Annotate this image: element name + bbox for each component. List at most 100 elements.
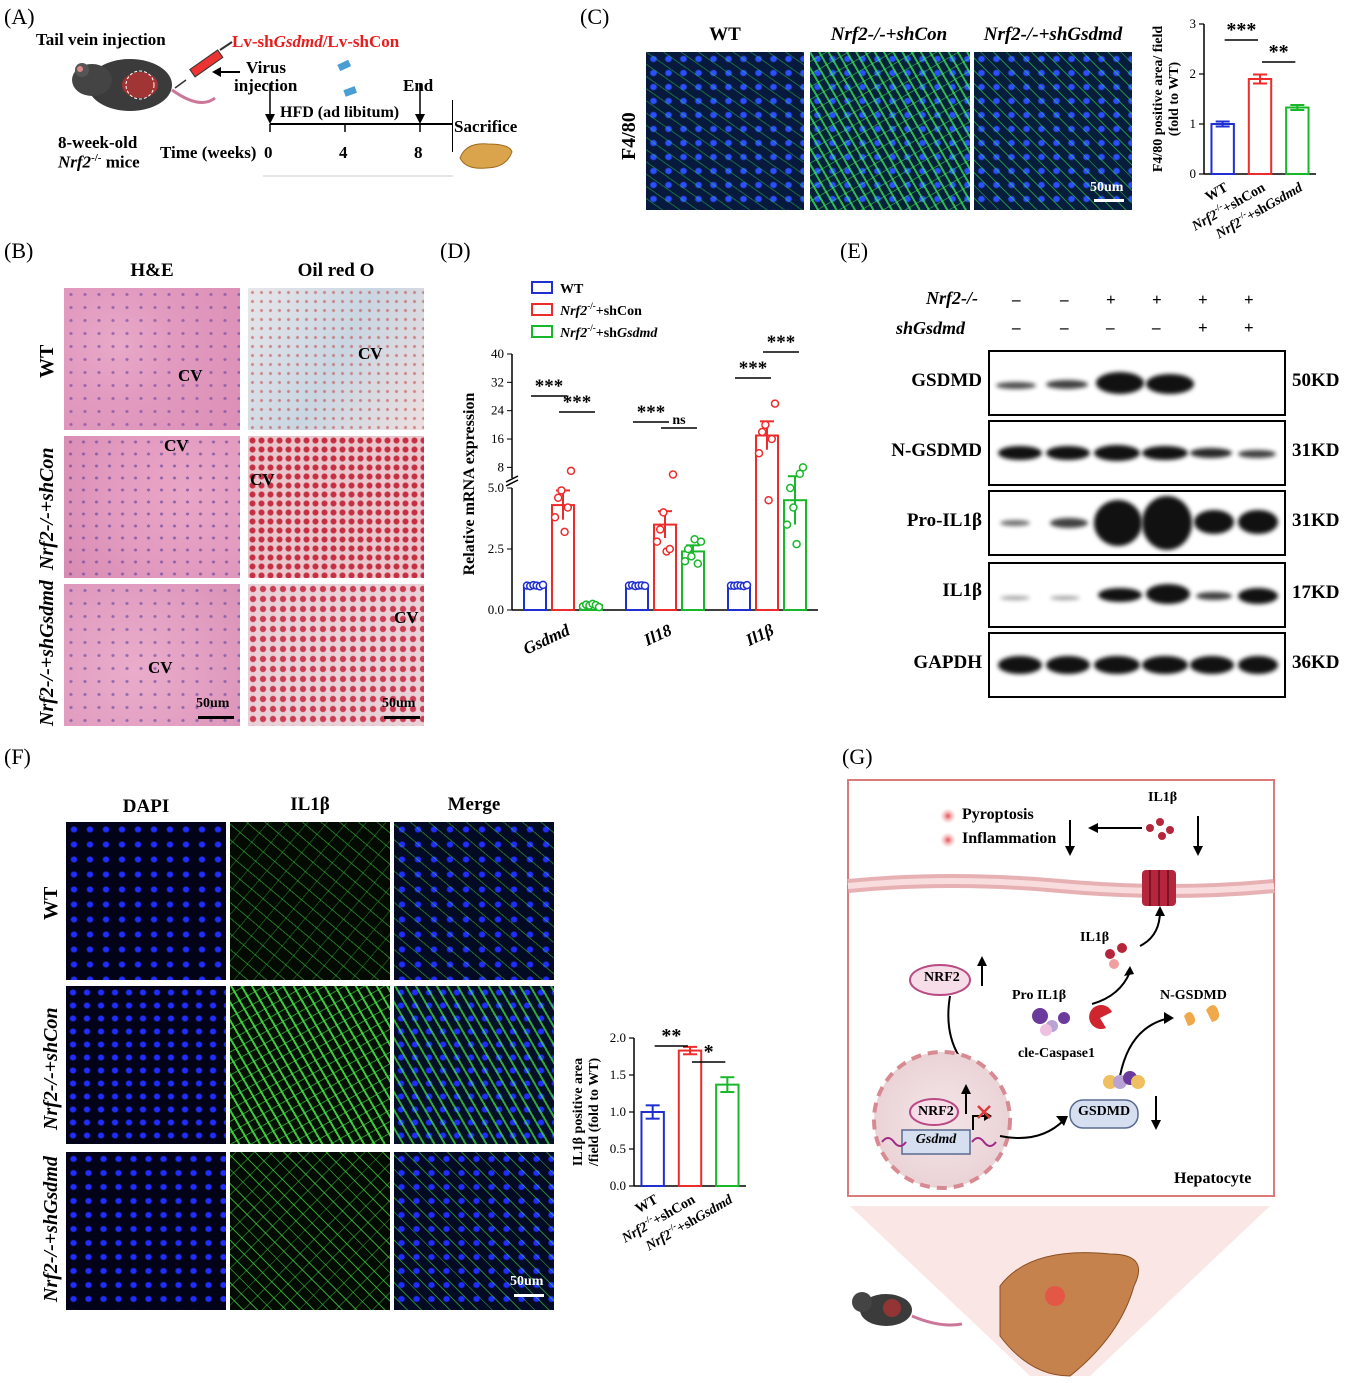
sign-shgsdmd-lane-2: –	[1060, 318, 1069, 337]
oilredo-micrograph-shgsdmd: CV 50um	[248, 584, 424, 726]
f-row-wt: WT	[40, 886, 62, 920]
x-tick-label-3: Il1β	[742, 620, 777, 650]
merge-micrograph-shcon	[394, 986, 554, 1144]
sign-shgsdmd-lane-4: –	[1152, 318, 1161, 337]
liver-icon	[459, 143, 513, 169]
blot-pro-il1b	[988, 490, 1286, 556]
data-point	[792, 539, 801, 549]
f-column-il1b: IL1β	[290, 794, 330, 815]
nrf2-cytoplasm-label: NRF2	[924, 970, 960, 985]
panel-label-c: (C)	[580, 4, 610, 29]
sign-nrf2-lane-3: +	[1106, 290, 1116, 309]
he-column-title: H&E	[130, 260, 174, 281]
significance-label: ***	[637, 402, 666, 423]
cv-label: CV	[358, 344, 383, 363]
scale-bar-label: 50um	[196, 696, 230, 711]
y-tick-label: 0	[1190, 166, 1197, 181]
data-point	[652, 537, 662, 546]
blot-label-pro-il1b: Pro-IL1β	[906, 510, 982, 531]
c-column-shcon: Nrf2-/-+shCon	[830, 24, 948, 45]
data-point	[693, 559, 703, 568]
tail-vein-label: Tail vein injection	[36, 30, 166, 49]
data-point	[594, 602, 604, 612]
gsdmd-gene-label: Gsdmd	[915, 1132, 957, 1147]
mouse-syringe-illustration	[72, 41, 233, 111]
cv-label: CV	[178, 366, 203, 385]
y-tick-label: 0.5	[610, 1141, 626, 1156]
merge-micrograph-shgsdmd: 50um	[394, 1152, 554, 1310]
scale-bar-label: 50um	[382, 696, 416, 711]
f480-micrograph-shgsdmd: 50um	[974, 52, 1132, 210]
bar-3	[1285, 106, 1310, 175]
blot-il1b	[988, 562, 1286, 628]
panel-label-f: (F)	[4, 744, 31, 769]
time-tick-4: 4	[339, 143, 348, 162]
kd-il1b: 17KD	[1292, 582, 1340, 603]
scale-bar	[384, 716, 420, 719]
mice-genotype-label: Nrf2-/- mice	[58, 152, 140, 172]
c-row-f480: F4/80	[618, 112, 640, 160]
x-tick-label-1: Gsdmd	[520, 620, 573, 658]
sign-nrf2-lane-1: –	[1012, 290, 1021, 309]
scale-bar	[1094, 199, 1124, 202]
data-point	[640, 581, 650, 591]
y-tick-label: 2	[1190, 66, 1197, 81]
chart-c-f480: 0123WTNrf2-/-+shConNrf2-/-+shGsdmd*****F…	[1151, 16, 1316, 243]
f-row-shgsdmd: Nrf2-/-+shGsdmd	[40, 1156, 62, 1302]
y-tick-label: 2.0	[610, 1030, 626, 1045]
hepatocyte-label: Hepatocyte	[1174, 1170, 1252, 1187]
sign-nrf2-lane-6: +	[1244, 290, 1254, 309]
data-point	[680, 556, 690, 566]
sign-nrf2-lane-5: +	[1198, 290, 1208, 309]
y-axis-label: IL1β positive area/field (fold to WT)	[571, 1058, 602, 1168]
cv-label: CV	[164, 436, 189, 455]
kd-gapdh: 36KD	[1292, 652, 1340, 673]
kd-gsdmd: 50KD	[1292, 370, 1340, 391]
row-label-shcon: Nrf2-/-+shCon	[36, 447, 58, 570]
panel-label-d: (D)	[440, 238, 471, 263]
hfd-label: HFD (ad libitum)	[280, 104, 400, 121]
f480-micrograph-wt	[646, 52, 804, 210]
y-tick-label: 2.5	[488, 541, 504, 556]
blot-n-gsdmd	[988, 420, 1286, 486]
panel-label-g: (G)	[842, 744, 873, 769]
f-column-dapi: DAPI	[122, 796, 170, 817]
data-point	[557, 486, 566, 495]
y-tick-label: 40	[491, 346, 504, 361]
data-point	[757, 427, 767, 437]
y-tick-label: 16	[491, 431, 505, 446]
il1b-micrograph-wt	[230, 822, 390, 980]
blot-label-gsdmd: GSDMD	[911, 370, 982, 391]
y-tick-label: 0.0	[488, 602, 504, 617]
cv-label: CV	[394, 608, 419, 627]
y-axis-label: Relative mRNA expression	[461, 393, 478, 576]
bar-3	[715, 1083, 740, 1187]
caspase-label: cle-Caspase1	[1018, 1046, 1095, 1061]
n-gsdmd-label: N-GSDMD	[1160, 988, 1227, 1003]
data-point	[687, 552, 696, 561]
sign-shgsdmd-lane-1: –	[1012, 318, 1021, 337]
data-point	[782, 520, 792, 529]
x-tick-label-2: Il18	[640, 620, 675, 650]
legend-label-2: Nrf2-/-+shCon	[559, 301, 642, 319]
data-point	[761, 420, 770, 430]
c-column-wt: WT	[709, 24, 741, 45]
il1b-extracellular-label: IL1β	[1148, 790, 1178, 805]
y-tick-label: 0.0	[610, 1178, 626, 1193]
y-tick-label: 24	[491, 403, 505, 418]
data-point	[683, 544, 693, 554]
time-tick-8: 8	[414, 143, 423, 162]
bar-1	[640, 1111, 665, 1187]
significance-label: **	[1269, 41, 1289, 63]
data-point	[742, 580, 752, 590]
il1b-micrograph-shgsdmd	[230, 1152, 390, 1310]
pyroptosis-label: Pyroptosis	[962, 806, 1034, 823]
data-point	[655, 525, 665, 534]
gsdmd-protein-label: GSDMD	[1077, 1104, 1131, 1119]
data-point	[560, 527, 569, 537]
axis-break-mark	[505, 479, 519, 487]
significance-label: ***	[563, 392, 592, 413]
bar-2	[1247, 78, 1273, 175]
data-point	[764, 495, 773, 505]
oilredo-column-title: Oil red O	[297, 260, 375, 281]
